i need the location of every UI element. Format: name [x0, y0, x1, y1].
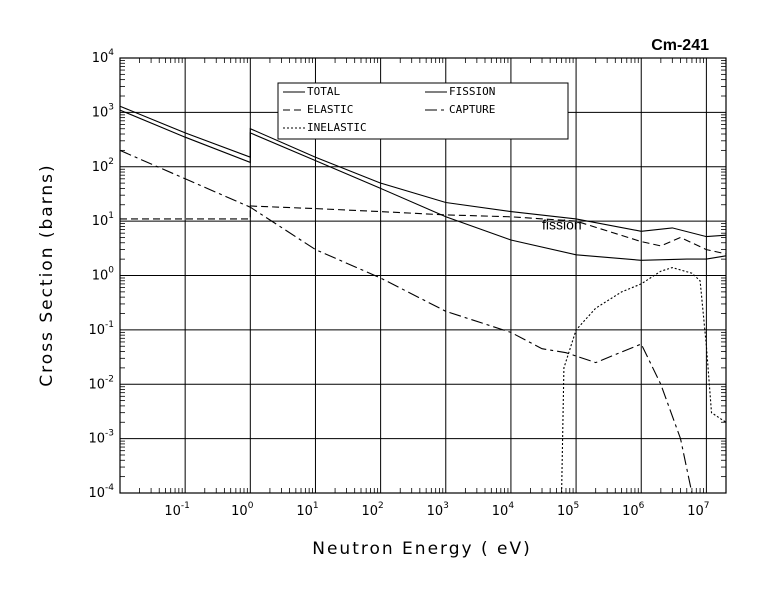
- legend-label-inelastic: INELASTIC: [307, 121, 367, 134]
- annotation-label: fission: [542, 217, 582, 233]
- y-axis-label: Cross Section (barns): [37, 163, 57, 386]
- y-tick-base: 10: [88, 323, 105, 338]
- x-tick-base: 10: [296, 504, 313, 519]
- y-tick-exp: 0: [108, 266, 114, 276]
- y-tick-base: 10: [92, 105, 109, 120]
- x-tick-exp: 3: [443, 501, 449, 511]
- x-tick-label: 102: [361, 501, 383, 519]
- y-tick-exp: 1: [108, 211, 114, 221]
- annotations: fission: [542, 217, 582, 233]
- x-tick-label: 106: [622, 501, 645, 519]
- y-tick-exp: -2: [105, 374, 114, 384]
- legend-label-capture: CAPTURE: [449, 103, 495, 116]
- y-tick-exp: -3: [105, 429, 114, 439]
- legend-label-elastic: ELASTIC: [307, 103, 353, 116]
- x-tick-label: 100: [231, 501, 254, 519]
- series-line-capture: [119, 149, 693, 494]
- x-tick-base: 10: [164, 504, 181, 519]
- x-tick-base: 10: [687, 504, 704, 519]
- y-tick-exp: 4: [108, 48, 114, 58]
- x-tick-exp: 7: [704, 501, 710, 511]
- legend-box: [277, 82, 569, 140]
- x-axis-label: Neutron Energy ( eV): [312, 539, 532, 559]
- y-tick-base: 10: [92, 214, 109, 229]
- x-tick-exp: 1: [313, 501, 319, 511]
- y-tick-label: 103: [92, 102, 114, 120]
- legend: TOTAL FISSION ELASTIC CAPTURE INELASTIC: [277, 82, 569, 140]
- y-tick-label: 10-3: [88, 429, 114, 447]
- y-tick-base: 10: [92, 51, 109, 66]
- x-tick-label: 105: [557, 501, 579, 519]
- series-line-inelastic: [561, 267, 727, 494]
- x-tick-base: 10: [557, 504, 574, 519]
- y-tick-exp: 2: [108, 157, 114, 167]
- axis-ticks: 10-1 100 101 102 103 104 105 106 10710-410-310-2…: [88, 48, 727, 519]
- y-tick-label: 102: [92, 157, 114, 175]
- series-layer: [119, 105, 727, 494]
- y-tick-base: 10: [88, 432, 105, 447]
- plot-frame: [119, 57, 727, 494]
- x-tick-label: 10-1: [164, 501, 190, 519]
- x-tick-label: 107: [687, 501, 709, 519]
- x-tick-label: 104: [492, 501, 515, 519]
- x-tick-exp: 6: [639, 501, 645, 511]
- legend-label-fission: FISSION: [449, 85, 495, 98]
- y-tick-exp: -1: [105, 320, 114, 330]
- y-tick-base: 10: [88, 486, 105, 501]
- x-tick-exp: 4: [508, 501, 514, 511]
- legend-label-total: TOTAL: [307, 85, 340, 98]
- x-tick-label: 103: [427, 501, 449, 519]
- x-tick-base: 10: [427, 504, 444, 519]
- x-tick-base: 10: [622, 504, 639, 519]
- chart-title: Cm-241: [651, 37, 709, 54]
- y-tick-label: 10-4: [88, 483, 114, 501]
- x-tick-exp: 0: [248, 501, 254, 511]
- x-tick-base: 10: [492, 504, 509, 519]
- x-tick-base: 10: [361, 504, 378, 519]
- series-line-fission: [119, 109, 727, 261]
- series-line-elastic: [120, 205, 727, 255]
- y-tick-exp: -4: [105, 483, 114, 493]
- y-tick-base: 10: [88, 377, 105, 392]
- y-tick-label: 10-2: [88, 374, 114, 392]
- x-tick-exp: 5: [573, 501, 579, 511]
- x-tick-base: 10: [231, 504, 248, 519]
- y-tick-exp: 3: [108, 102, 114, 112]
- y-tick-base: 10: [92, 269, 109, 284]
- y-tick-base: 10: [92, 160, 109, 175]
- x-tick-exp: -1: [181, 501, 190, 511]
- y-tick-label: 100: [92, 266, 115, 284]
- x-tick-label: 101: [296, 501, 318, 519]
- y-tick-label: 104: [92, 48, 115, 66]
- x-tick-exp: 2: [378, 501, 384, 511]
- y-tick-label: 10-1: [88, 320, 114, 338]
- y-tick-label: 101: [92, 211, 114, 229]
